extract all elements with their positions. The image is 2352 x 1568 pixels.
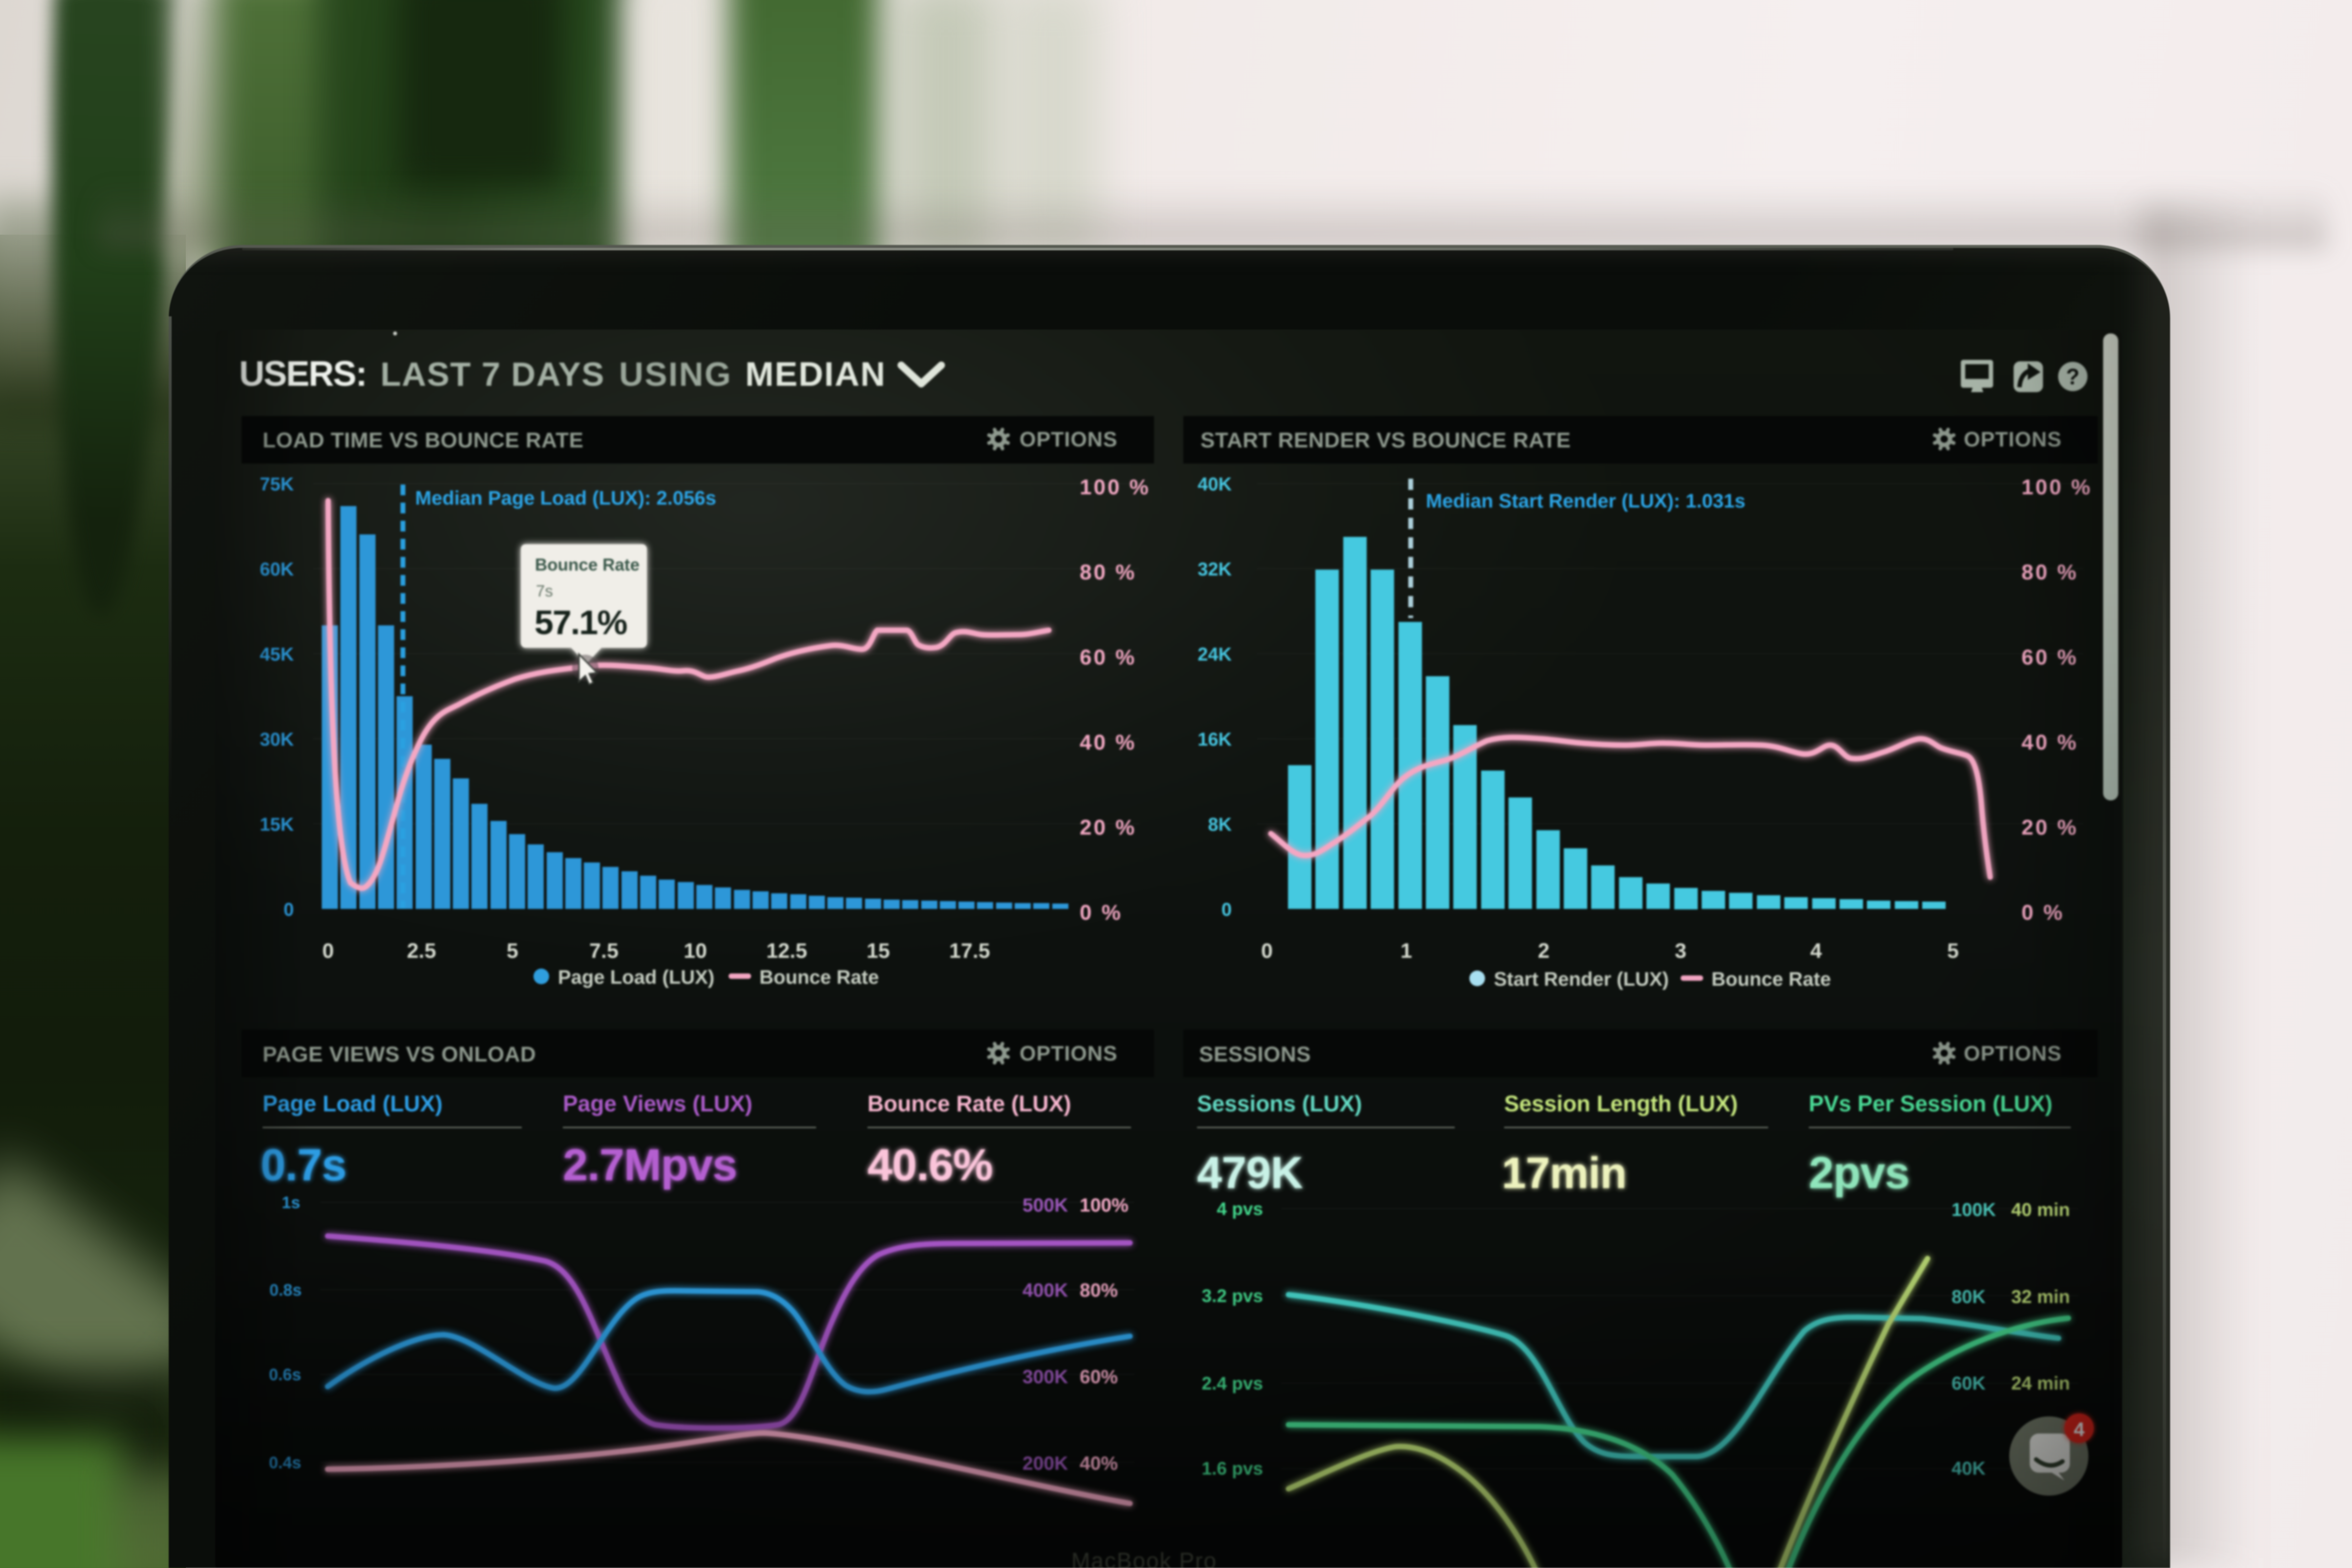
- svg-text:2: 2: [1538, 939, 1550, 963]
- svg-text:START RENDER VS BOUNCE RATE: START RENDER VS BOUNCE RATE: [1200, 428, 1571, 452]
- svg-text:LAST 7 DAYS: LAST 7 DAYS: [380, 355, 605, 393]
- svg-text:OPTIONS: OPTIONS: [1964, 428, 2062, 451]
- svg-text:?: ?: [2066, 364, 2080, 389]
- svg-text:80 %: 80 %: [1080, 560, 1136, 584]
- svg-text:100%: 100%: [1080, 1195, 1129, 1216]
- svg-text:60 %: 60 %: [1080, 645, 1136, 669]
- svg-text:SESSIONS: SESSIONS: [1199, 1042, 1311, 1066]
- svg-text:30K: 30K: [260, 729, 294, 750]
- svg-text:100K: 100K: [1952, 1200, 1996, 1220]
- svg-text:16K: 16K: [1198, 729, 1232, 750]
- svg-text:10: 10: [684, 939, 707, 963]
- svg-text:200K: 200K: [1022, 1453, 1068, 1474]
- svg-text:60%: 60%: [1080, 1367, 1118, 1388]
- svg-text:7s: 7s: [536, 582, 553, 600]
- svg-text:OPTIONS: OPTIONS: [1020, 1042, 1118, 1065]
- svg-text:40 %: 40 %: [1080, 730, 1136, 754]
- svg-text:Median Start Render (LUX): 1.0: Median Start Render (LUX): 1.031s: [1426, 490, 1746, 512]
- svg-text:1: 1: [1400, 939, 1412, 963]
- svg-text:0: 0: [322, 939, 334, 963]
- svg-text:15: 15: [866, 939, 890, 963]
- svg-text:40%: 40%: [1080, 1453, 1118, 1474]
- svg-text:3.2 pvs: 3.2 pvs: [1202, 1286, 1263, 1306]
- svg-text:Page Load (LUX): Page Load (LUX): [558, 967, 714, 988]
- svg-text:57.1%: 57.1%: [534, 603, 627, 641]
- svg-text:24K: 24K: [1198, 644, 1232, 665]
- svg-text:2.7Mpvs: 2.7Mpvs: [563, 1140, 737, 1190]
- svg-text:40K: 40K: [1952, 1458, 1986, 1479]
- svg-text:479K: 479K: [1197, 1148, 1303, 1198]
- svg-text:60K: 60K: [260, 559, 294, 580]
- svg-text:15K: 15K: [260, 815, 294, 835]
- svg-text:40K: 40K: [1198, 474, 1232, 495]
- svg-text:LOAD TIME VS BOUNCE RATE: LOAD TIME VS BOUNCE RATE: [263, 428, 584, 452]
- svg-text:Page Views (LUX): Page Views (LUX): [563, 1091, 753, 1116]
- svg-text:24 min: 24 min: [2011, 1373, 2070, 1394]
- svg-text:100 %: 100 %: [1080, 475, 1151, 499]
- svg-text:400K: 400K: [1022, 1280, 1068, 1301]
- svg-text:Start Render (LUX): Start Render (LUX): [1494, 969, 1669, 990]
- svg-text:40 min: 40 min: [2011, 1200, 2070, 1220]
- svg-text:0: 0: [1221, 900, 1232, 920]
- svg-text:0.7s: 0.7s: [261, 1140, 346, 1190]
- svg-text:USING: USING: [619, 355, 732, 393]
- svg-text:Median Page Load (LUX): 2.056s: Median Page Load (LUX): 2.056s: [415, 487, 716, 509]
- svg-text:0 %: 0 %: [1080, 901, 1123, 925]
- svg-text:1s: 1s: [282, 1193, 300, 1212]
- svg-text:0.4s: 0.4s: [269, 1454, 301, 1472]
- svg-text:7.5: 7.5: [589, 939, 619, 963]
- svg-text:PAGE VIEWS VS ONLOAD: PAGE VIEWS VS ONLOAD: [263, 1042, 536, 1066]
- svg-text:Bounce Rate: Bounce Rate: [535, 555, 640, 574]
- svg-text:2.5: 2.5: [407, 939, 436, 963]
- svg-text:40.6%: 40.6%: [867, 1140, 993, 1190]
- svg-text:OPTIONS: OPTIONS: [1964, 1042, 2062, 1065]
- svg-text:20 %: 20 %: [2021, 816, 2078, 839]
- svg-text:0: 0: [284, 900, 294, 920]
- svg-text:32K: 32K: [1198, 559, 1232, 580]
- svg-text:4: 4: [2074, 1419, 2085, 1440]
- svg-text:2pvs: 2pvs: [1809, 1148, 1909, 1198]
- svg-text:Sessions (LUX): Sessions (LUX): [1197, 1091, 1362, 1116]
- svg-text:0.8s: 0.8s: [269, 1281, 302, 1300]
- svg-text:Bounce Rate (LUX): Bounce Rate (LUX): [867, 1091, 1071, 1116]
- svg-text:4 pvs: 4 pvs: [1217, 1199, 1263, 1219]
- svg-text:0 %: 0 %: [2021, 901, 2064, 925]
- svg-text:500K: 500K: [1022, 1195, 1068, 1216]
- svg-text:0.6s: 0.6s: [269, 1366, 301, 1384]
- svg-text:Bounce Rate: Bounce Rate: [759, 967, 879, 988]
- svg-text:45K: 45K: [260, 644, 294, 665]
- svg-text:5: 5: [507, 939, 518, 963]
- svg-text:100 %: 100 %: [2021, 475, 2092, 499]
- svg-text:60K: 60K: [1952, 1373, 1986, 1394]
- svg-text:32 min: 32 min: [2011, 1287, 2070, 1307]
- svg-text:12.5: 12.5: [766, 939, 807, 963]
- svg-text:60 %: 60 %: [2021, 645, 2078, 669]
- svg-text:3: 3: [1675, 939, 1686, 963]
- svg-text:USERS:: USERS:: [239, 354, 366, 394]
- svg-text:Page Load (LUX): Page Load (LUX): [263, 1091, 443, 1116]
- svg-text:Session Length (LUX): Session Length (LUX): [1504, 1091, 1738, 1116]
- svg-text:OPTIONS: OPTIONS: [1020, 428, 1118, 451]
- svg-text:Bounce Rate: Bounce Rate: [1711, 969, 1831, 990]
- svg-text:MacBook Pro: MacBook Pro: [1071, 1548, 1217, 1568]
- svg-text:8K: 8K: [1208, 815, 1232, 835]
- svg-text:17min: 17min: [1502, 1149, 1626, 1198]
- svg-text:20 %: 20 %: [1080, 816, 1136, 839]
- svg-text:5: 5: [1947, 939, 1959, 963]
- svg-text:0: 0: [1261, 939, 1273, 963]
- svg-text:2.4 pvs: 2.4 pvs: [1202, 1373, 1263, 1393]
- svg-text:300K: 300K: [1022, 1367, 1068, 1388]
- svg-text:80K: 80K: [1952, 1287, 1986, 1307]
- svg-text:1.6 pvs: 1.6 pvs: [1202, 1458, 1263, 1479]
- svg-text:MEDIAN: MEDIAN: [745, 355, 886, 393]
- svg-text:40 %: 40 %: [2021, 730, 2078, 754]
- svg-text:PVs Per Session (LUX): PVs Per Session (LUX): [1809, 1091, 2053, 1116]
- svg-text:80%: 80%: [1080, 1280, 1118, 1301]
- svg-text:75K: 75K: [260, 474, 294, 495]
- svg-text:4: 4: [1810, 939, 1822, 963]
- svg-text:80 %: 80 %: [2021, 560, 2078, 584]
- svg-text:17.5: 17.5: [949, 939, 990, 963]
